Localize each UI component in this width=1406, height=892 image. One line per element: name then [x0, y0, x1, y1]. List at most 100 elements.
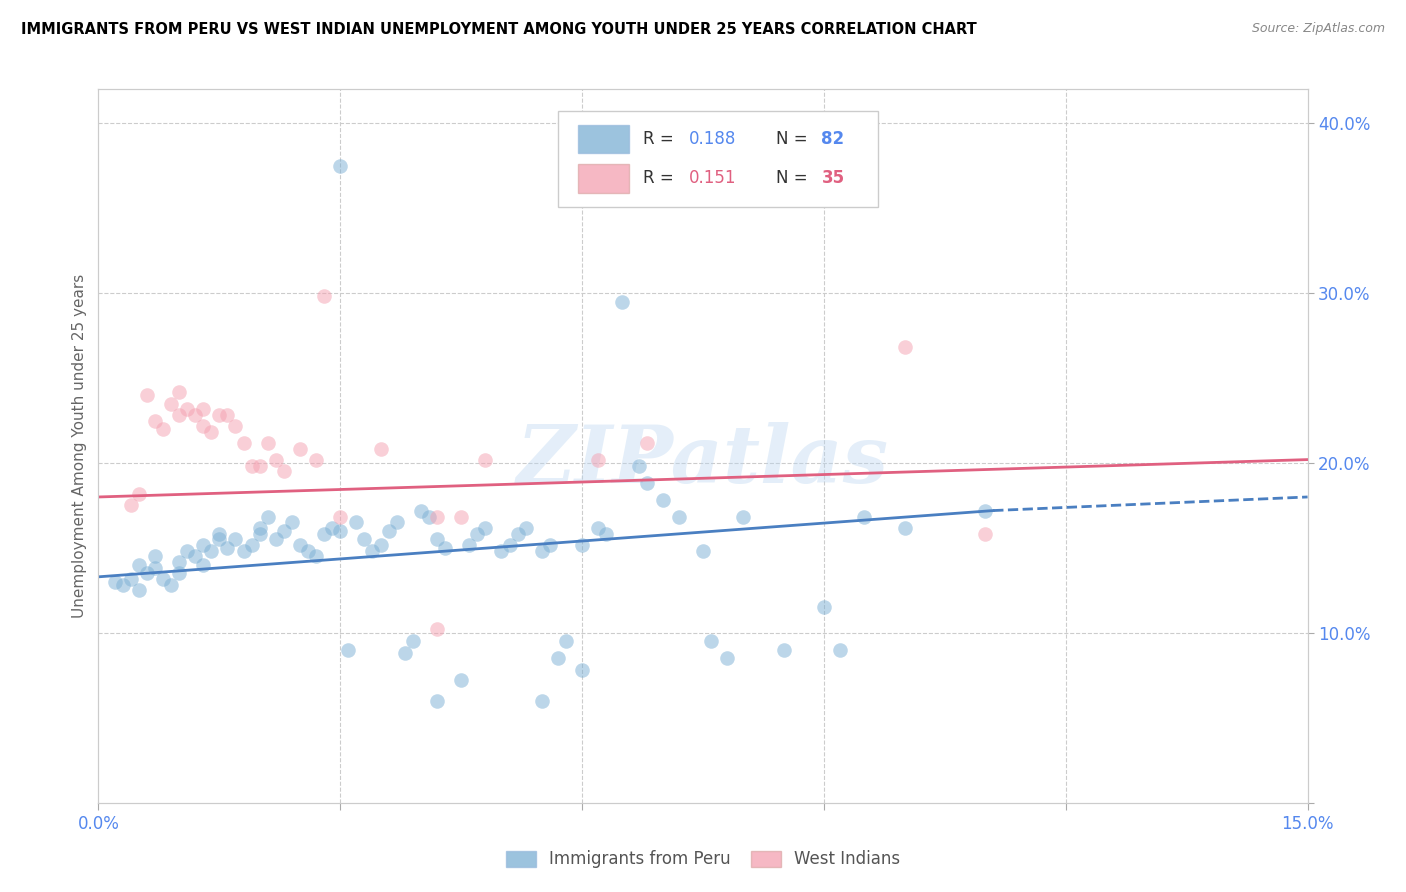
Point: [409, 503, 432, 517]
Point: [152, 422, 174, 436]
Point: [530, 544, 553, 558]
Point: [273, 524, 295, 538]
Point: [426, 623, 449, 637]
Point: [700, 634, 723, 648]
FancyBboxPatch shape: [558, 111, 879, 207]
Point: [506, 527, 529, 541]
Point: [571, 663, 593, 677]
Point: [167, 384, 190, 399]
Text: ZIPatlas: ZIPatlas: [517, 422, 889, 499]
Point: [394, 646, 416, 660]
Bar: [578, 164, 630, 193]
Point: [465, 527, 488, 541]
Point: [193, 537, 215, 551]
Text: 82: 82: [821, 130, 845, 148]
Point: [224, 533, 246, 547]
Point: [217, 409, 239, 423]
Point: [160, 396, 183, 410]
Text: IMMIGRANTS FROM PERU VS WEST INDIAN UNEMPLOYMENT AMONG YOUTH UNDER 25 YEARS CORR: IMMIGRANTS FROM PERU VS WEST INDIAN UNEM…: [21, 22, 977, 37]
Point: [128, 583, 150, 598]
Point: [249, 520, 271, 534]
Point: [297, 544, 319, 558]
Point: [120, 499, 142, 513]
Point: [636, 435, 658, 450]
Point: [361, 544, 384, 558]
Point: [249, 527, 271, 541]
Point: [474, 452, 496, 467]
Point: [329, 510, 352, 524]
Point: [128, 558, 150, 572]
Point: [103, 574, 125, 589]
Point: [305, 452, 328, 467]
Text: 0.188: 0.188: [689, 130, 735, 148]
Point: [353, 533, 375, 547]
Point: [111, 578, 134, 592]
Point: [426, 533, 449, 547]
Point: [273, 465, 295, 479]
Point: [772, 643, 794, 657]
Text: 35: 35: [821, 169, 845, 187]
Point: [143, 561, 166, 575]
Point: [329, 524, 352, 538]
Point: [515, 520, 537, 534]
Point: [370, 537, 392, 551]
Point: [813, 600, 835, 615]
Point: [232, 435, 254, 450]
Text: R =: R =: [643, 130, 679, 148]
Point: [224, 418, 246, 433]
Point: [402, 634, 425, 648]
Point: [668, 510, 690, 524]
Point: [434, 541, 457, 555]
Point: [595, 527, 617, 541]
Point: [167, 566, 190, 581]
Point: [240, 537, 263, 551]
Point: [288, 537, 311, 551]
Point: [152, 572, 174, 586]
Point: [167, 409, 190, 423]
Point: [321, 520, 343, 534]
Point: [450, 510, 472, 524]
Point: [692, 544, 714, 558]
Point: [217, 541, 239, 555]
Legend: Immigrants from Peru, West Indians: Immigrants from Peru, West Indians: [498, 842, 908, 877]
Point: [288, 442, 311, 457]
Point: [143, 413, 166, 427]
Point: [184, 409, 207, 423]
Point: [193, 401, 215, 416]
Point: [344, 516, 367, 530]
Point: [281, 516, 304, 530]
Point: [135, 388, 157, 402]
Point: [586, 520, 609, 534]
Point: [264, 533, 287, 547]
Point: [176, 401, 198, 416]
Point: [314, 527, 336, 541]
Point: [128, 486, 150, 500]
Point: [586, 452, 609, 467]
Point: [240, 459, 263, 474]
Point: [498, 537, 520, 551]
Point: [853, 510, 876, 524]
Point: [370, 442, 392, 457]
Point: [200, 425, 222, 440]
Point: [167, 555, 190, 569]
Point: [184, 549, 207, 564]
Text: Source: ZipAtlas.com: Source: ZipAtlas.com: [1251, 22, 1385, 36]
Point: [426, 510, 449, 524]
Point: [828, 643, 851, 657]
Point: [450, 673, 472, 688]
Point: [208, 533, 231, 547]
Point: [193, 418, 215, 433]
Point: [571, 537, 593, 551]
Point: [474, 520, 496, 534]
Point: [264, 452, 287, 467]
Point: [249, 459, 271, 474]
Point: [120, 572, 142, 586]
Point: [329, 159, 352, 173]
Point: [193, 558, 215, 572]
Point: [337, 643, 360, 657]
Point: [305, 549, 328, 564]
Point: [555, 634, 578, 648]
Point: [232, 544, 254, 558]
Point: [256, 435, 278, 450]
Point: [627, 459, 650, 474]
